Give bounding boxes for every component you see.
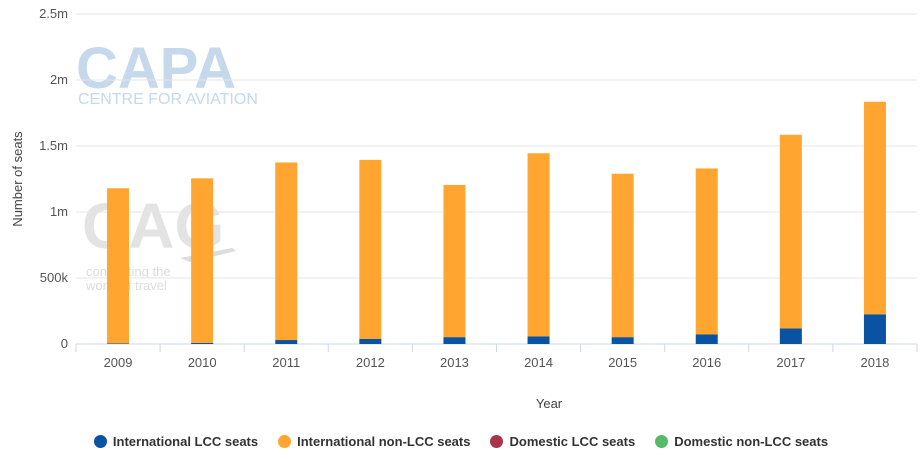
x-axis-title: Year (536, 396, 563, 411)
y-tick-label: 500k (40, 270, 69, 285)
y-tick-label: 0 (61, 336, 68, 351)
x-tick-label: 2018 (860, 355, 889, 370)
legend-label: International LCC seats (112, 433, 259, 449)
legend-item[interactable]: Domestic non-LCC seats (655, 434, 828, 449)
bar[interactable] (695, 168, 718, 335)
x-tick-label: 2016 (692, 355, 721, 370)
legend-marker (93, 434, 107, 448)
x-tick-label: 2012 (356, 355, 385, 370)
bar[interactable] (863, 101, 886, 315)
bar[interactable] (527, 153, 550, 337)
bar[interactable] (443, 184, 466, 338)
legend-item[interactable]: Domestic LCC seats (490, 434, 635, 449)
legend-label: International non-LCC seats (297, 433, 471, 449)
bar[interactable] (611, 173, 634, 338)
bar[interactable] (359, 159, 382, 339)
bar[interactable] (107, 343, 130, 344)
bar[interactable] (695, 334, 718, 344)
legend-item[interactable]: International LCC seats (93, 433, 259, 449)
y-tick-label: 1m (50, 204, 68, 219)
legend-item[interactable]: International non-LCC seats (278, 434, 470, 449)
capa-watermark: CAPA (76, 36, 236, 101)
watermark: CAPA CENTRE FOR AVIATION CAG connecting … (76, 36, 258, 293)
bar[interactable] (359, 338, 382, 344)
gridlines (76, 13, 917, 345)
bar[interactable] (443, 337, 466, 344)
capa-watermark-subtitle: CENTRE FOR AVIATION (78, 91, 258, 108)
bar[interactable] (275, 162, 298, 341)
bar[interactable] (275, 340, 298, 344)
y-tick-label: 2.5m (39, 6, 68, 21)
y-tick-label: 2m (50, 72, 68, 87)
bar[interactable] (107, 188, 130, 344)
bars (107, 101, 886, 344)
legend-marker (655, 434, 669, 448)
legend-marker (490, 434, 504, 448)
x-tick-label: 2017 (776, 355, 805, 370)
legend-marker (278, 434, 292, 448)
x-tick-label: 2014 (524, 355, 553, 370)
y-tick-label: 1.5m (39, 138, 68, 153)
bar[interactable] (527, 336, 550, 344)
legend-label: Domestic non-LCC seats (674, 433, 829, 449)
x-tick-label: 2010 (188, 355, 217, 370)
x-tick-label: 2015 (608, 355, 637, 370)
x-tick-label: 2009 (104, 355, 133, 370)
bar[interactable] (779, 328, 802, 344)
legend-label: Domestic LCC seats (509, 433, 636, 449)
bar[interactable] (191, 178, 214, 343)
x-axis-ticks: 2009 2010 2011 2012 2013 2014 2015 2016 2017 2018 (75, 344, 918, 370)
bar[interactable] (611, 337, 634, 344)
bar[interactable] (191, 342, 214, 344)
y-axis-ticks: 0 500k 1m 1.5m 2m 2.5m (39, 6, 68, 351)
y-axis-title: Number of seats (10, 131, 25, 227)
bar[interactable] (863, 314, 886, 344)
bar[interactable] (779, 134, 802, 329)
x-tick-label: 2013 (440, 355, 469, 370)
x-tick-label: 2011 (272, 355, 300, 370)
chart: CAPA CENTRE FOR AVIATION CAG connecting … (10, 6, 918, 411)
legend: International LCC seats International non… (0, 431, 922, 451)
